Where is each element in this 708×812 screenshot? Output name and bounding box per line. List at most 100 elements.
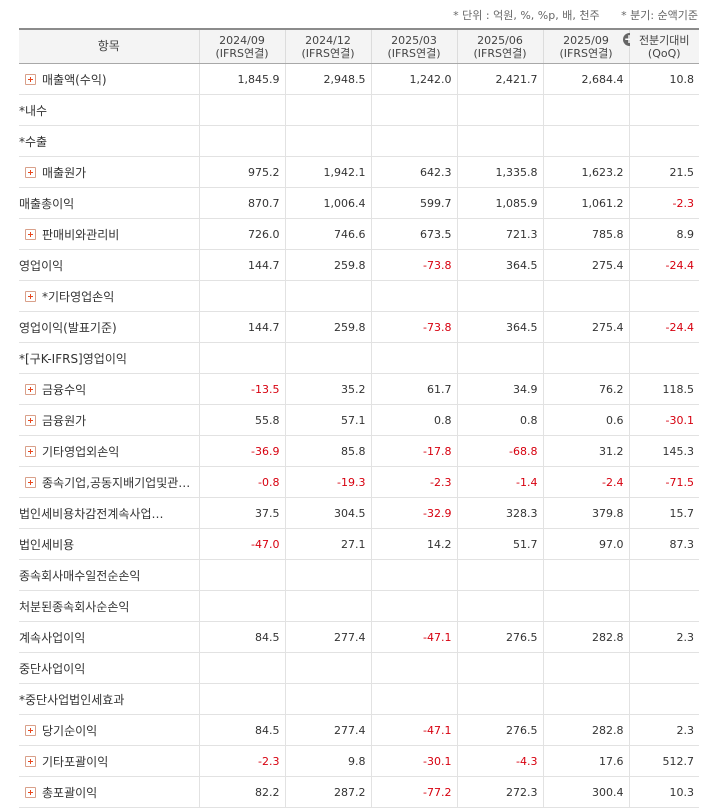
table-row: 처분된종속회사순손익 [19, 590, 699, 622]
value-cell [284, 652, 371, 684]
row-label: *기타영업손익 [42, 289, 115, 304]
expand-plus-icon[interactable] [25, 228, 36, 240]
value-cell: 84.5 [198, 621, 285, 653]
expand-plus-icon[interactable] [25, 73, 36, 85]
value-cell [542, 342, 629, 374]
unit-note: * 단위 : 억원, %, %p, 배, 천주 [453, 9, 600, 22]
value-cell [456, 590, 543, 622]
row-label-cell: 영업이익(발표기준) [19, 311, 199, 343]
row-label-cell[interactable]: 기타영업외손익 [19, 435, 199, 467]
value-cell [370, 590, 457, 622]
value-cell: 82.2 [198, 776, 285, 808]
row-label: 영업이익 [19, 258, 64, 273]
row-label: 기타포괄이익 [42, 754, 109, 769]
qoq-cell: -24.4 [628, 311, 699, 343]
row-label-cell: 영업이익 [19, 249, 199, 281]
table-row: 법인세비용차감전계속사업… 37.5 304.5 -32.9 328.3 379.8 15.… [19, 497, 699, 529]
expand-plus-icon[interactable] [25, 476, 36, 488]
value-cell: 300.4 [542, 776, 629, 808]
row-label-cell[interactable]: 기타포괄이익 [19, 745, 199, 777]
row-label: 기타영업외손익 [42, 444, 120, 459]
table-row: 기타영업외손익 -36.9 85.8 -17.8 -68.8 31.2 145.3 [19, 435, 699, 467]
expand-plus-icon[interactable] [25, 383, 36, 395]
row-label: 매출원가 [42, 165, 87, 180]
qoq-cell: -24.4 [628, 249, 699, 281]
expand-plus-icon[interactable] [25, 786, 36, 798]
value-cell: 1,006.4 [284, 187, 371, 219]
value-cell [542, 652, 629, 684]
expand-plus-icon[interactable] [25, 414, 36, 426]
value-cell: -32.9 [370, 497, 457, 529]
value-cell: 277.4 [284, 714, 371, 746]
row-label-cell: 처분된종속회사순손익 [19, 590, 199, 622]
value-cell: -1.4 [456, 466, 543, 498]
table-row: 종속기업,공동지배기업및관… -0.8 -19.3 -2.3 -1.4 -2.4 -71.5 [19, 466, 699, 498]
qoq-cell [628, 125, 699, 157]
value-cell: 51.7 [456, 528, 543, 560]
value-cell: 0.8 [456, 404, 543, 436]
row-label-cell[interactable]: *기타영업손익 [19, 280, 199, 312]
header-item: 항목 [19, 28, 199, 64]
row-label-cell[interactable]: 총포괄이익 [19, 776, 199, 808]
qoq-cell: -30.1 [628, 404, 699, 436]
qoq-cell [628, 559, 699, 591]
expand-plus-icon[interactable] [25, 724, 36, 736]
value-cell [456, 342, 543, 374]
value-cell: -77.2 [370, 776, 457, 808]
value-cell: 276.5 [456, 714, 543, 746]
value-cell: 0.8 [370, 404, 457, 436]
table-row: 매출액(수익) 1,845.9 2,948.5 1,242.0 2,421.7 2,684… [19, 63, 699, 95]
value-cell [542, 590, 629, 622]
value-cell [370, 683, 457, 715]
expand-plus-icon[interactable] [25, 755, 36, 767]
row-label-cell[interactable]: 매출원가 [19, 156, 199, 188]
expand-plus-icon[interactable] [25, 290, 36, 302]
row-label: 법인세비용 [19, 537, 75, 552]
value-cell [370, 652, 457, 684]
table-row: *기타영업손익 [19, 280, 699, 312]
table-row: 금융수익 -13.5 35.2 61.7 34.9 76.2 118.5 [19, 373, 699, 405]
value-cell: -47.1 [370, 621, 457, 653]
value-cell: 27.1 [284, 528, 371, 560]
value-cell [284, 559, 371, 591]
quarter-note: * 분기: 순액기준 [621, 9, 698, 22]
row-label: *중단사업법인세효과 [19, 692, 125, 707]
qoq-cell: 8.9 [628, 218, 699, 250]
value-cell: 364.5 [456, 249, 543, 281]
qoq-cell: 21.5 [628, 156, 699, 188]
table-row: *[구K-IFRS]영업이익 [19, 342, 699, 374]
value-cell [284, 590, 371, 622]
row-label-cell[interactable]: 매출액(수익) [19, 63, 199, 95]
qoq-cell [628, 94, 699, 126]
row-label: *수출 [19, 134, 48, 149]
qoq-cell: 10.3 [628, 776, 699, 808]
expand-plus-icon[interactable] [25, 166, 36, 178]
row-label-cell: *[구K-IFRS]영업이익 [19, 342, 199, 374]
value-cell: 275.4 [542, 249, 629, 281]
row-label: 매출액(수익) [42, 72, 107, 87]
value-cell: 17.6 [542, 745, 629, 777]
value-cell: -2.3 [370, 466, 457, 498]
qoq-cell: -71.5 [628, 466, 699, 498]
row-label-cell[interactable]: 종속기업,공동지배기업및관… [19, 466, 199, 498]
value-cell: -73.8 [370, 311, 457, 343]
row-label-cell[interactable]: 금융수익 [19, 373, 199, 405]
row-label-cell[interactable]: 판매비와관리비 [19, 218, 199, 250]
value-cell [370, 342, 457, 374]
row-label-cell[interactable]: 금융원가 [19, 404, 199, 436]
qoq-cell: 2.3 [628, 714, 699, 746]
qoq-cell [628, 280, 699, 312]
value-cell [284, 342, 371, 374]
row-label-cell: 법인세비용 [19, 528, 199, 560]
value-cell: -30.1 [370, 745, 457, 777]
row-label-cell: *중단사업법인세효과 [19, 683, 199, 715]
value-cell: 76.2 [542, 373, 629, 405]
value-cell [198, 125, 285, 157]
header-col-2: 2025/03 (IFRS연결) [370, 28, 457, 64]
value-cell: 259.8 [284, 249, 371, 281]
row-label-cell: 법인세비용차감전계속사업… [19, 497, 199, 529]
expand-plus-icon[interactable] [25, 445, 36, 457]
table-row: 영업이익 144.7 259.8 -73.8 364.5 275.4 -24.4 [19, 249, 699, 281]
row-label-cell[interactable]: 당기순이익 [19, 714, 199, 746]
qoq-cell: 2.3 [628, 621, 699, 653]
